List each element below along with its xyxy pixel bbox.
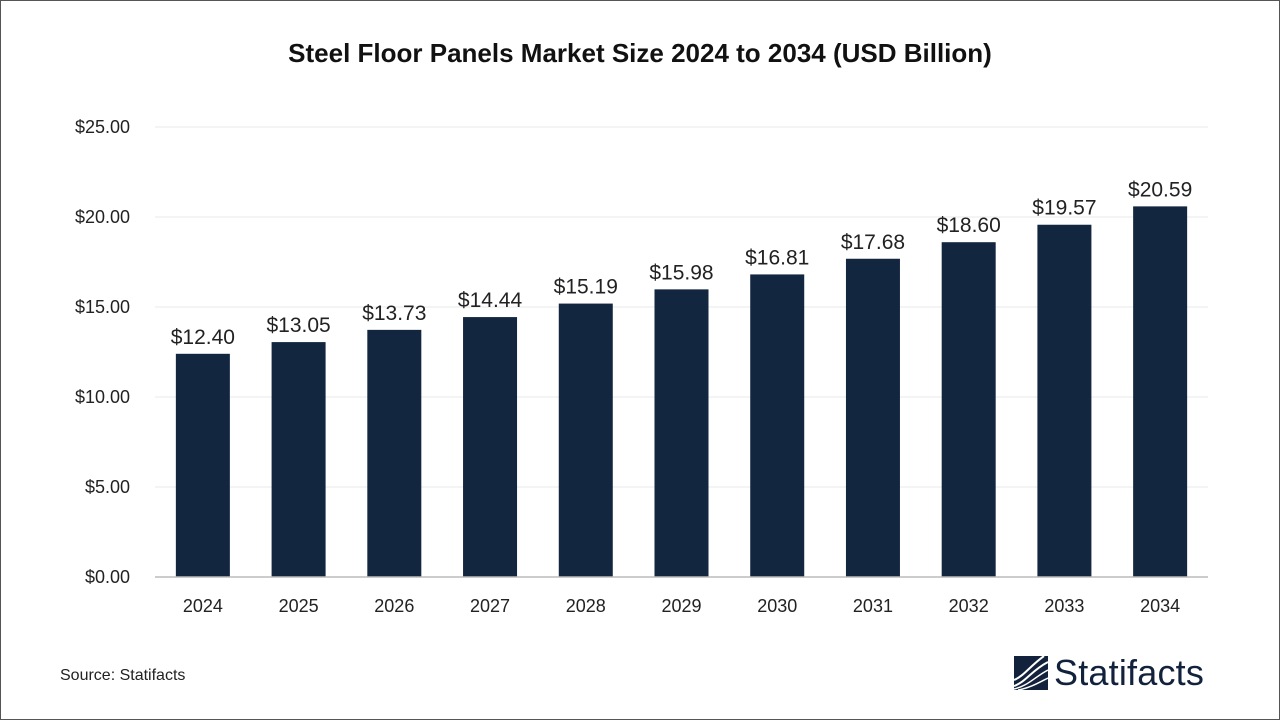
x-tick-label: 2034	[1140, 596, 1180, 616]
logo-text: Statifacts	[1054, 652, 1205, 693]
bar	[463, 317, 518, 577]
bar	[1133, 206, 1188, 577]
data-label: $17.68	[841, 231, 905, 254]
y-tick-label: $0.00	[85, 567, 130, 587]
data-label: $15.19	[554, 276, 618, 299]
data-label: $19.57	[1032, 197, 1096, 220]
data-label: $14.44	[458, 289, 523, 312]
data-label: $13.05	[266, 314, 330, 337]
y-tick-label: $5.00	[85, 477, 130, 497]
data-label: $13.73	[362, 302, 426, 325]
x-tick-label: 2032	[949, 596, 989, 616]
y-tick-label: $20.00	[75, 207, 130, 227]
bar	[558, 303, 613, 577]
data-label: $15.98	[649, 261, 713, 284]
statifacts-logo: Statifacts	[1014, 652, 1204, 694]
y-tick-label: $15.00	[75, 297, 130, 317]
bar	[1037, 224, 1092, 578]
chart-title: Steel Floor Panels Market Size 2024 to 2…	[288, 38, 992, 68]
x-tick-label: 2033	[1044, 596, 1084, 616]
y-tick-label: $25.00	[75, 117, 130, 137]
data-label: $18.60	[937, 214, 1001, 237]
data-label: $16.81	[745, 246, 809, 269]
data-label: $12.40	[171, 326, 235, 349]
data-label: $20.59	[1128, 178, 1192, 201]
x-tick-label: 2029	[661, 596, 701, 616]
x-tick-label: 2027	[470, 596, 510, 616]
x-tick-label: 2026	[374, 596, 414, 616]
statifacts-logo-icon	[1014, 656, 1048, 690]
bar	[845, 258, 900, 577]
bar	[271, 342, 326, 577]
x-tick-label: 2028	[566, 596, 606, 616]
x-tick-label: 2024	[183, 596, 223, 616]
bar	[750, 274, 805, 577]
source-note: Source: Statifacts	[60, 667, 186, 684]
bar	[941, 242, 996, 577]
y-tick-label: $10.00	[75, 387, 130, 407]
bar	[654, 289, 709, 577]
x-tick-label: 2031	[853, 596, 893, 616]
x-tick-label: 2030	[757, 596, 797, 616]
bar	[175, 353, 230, 577]
bar	[367, 329, 422, 577]
x-tick-label: 2025	[279, 596, 319, 616]
